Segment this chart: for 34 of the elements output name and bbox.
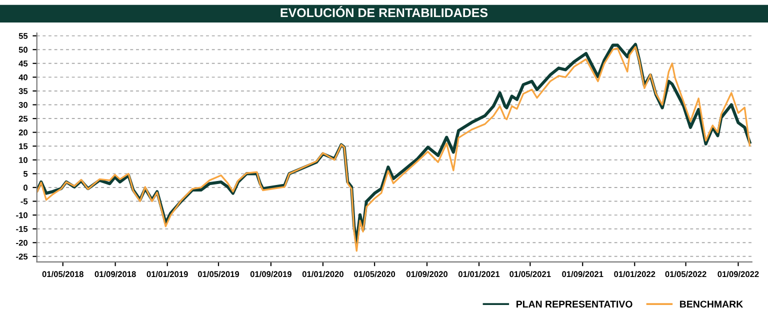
x-tick-label: 01/09/2018 (94, 270, 136, 278)
y-tick-label: -20 (16, 240, 28, 246)
x-tick-label: 01/05/2021 (510, 270, 551, 278)
y-tick-label: 15 (19, 143, 28, 150)
y-tick-label: 45 (18, 60, 28, 66)
y-tick-label: 0 (24, 184, 28, 191)
chart-title: EVOLUCIÓN DE RENTABILIDADES (280, 6, 488, 18)
y-tick-label: -25 (16, 254, 28, 260)
y-tick-label: -15 (16, 226, 28, 232)
y-tick-label: 10 (19, 157, 28, 164)
y-tick-label: 35 (18, 88, 28, 94)
x-tick-label: 01/09/2021 (562, 270, 604, 278)
legend-label: PLAN REPRESENTATIVO (516, 300, 632, 308)
y-tick-label: 50 (18, 46, 28, 53)
y-tick-label: 40 (18, 74, 28, 80)
x-tick-label: 01/09/2019 (250, 270, 292, 278)
y-tick-label: 25 (18, 116, 28, 122)
y-tick-label: -5 (20, 198, 28, 204)
x-tick-label: 01/05/2018 (42, 270, 84, 278)
y-tick-label: 55 (18, 33, 28, 39)
y-tick-label: 20 (18, 130, 28, 136)
x-tick-label: 01/09/2020 (406, 270, 448, 278)
x-tick-label: 01/05/2020 (354, 270, 396, 278)
x-tick-label: 01/01/2019 (146, 270, 188, 278)
x-tick-label: 01/01/2021 (458, 270, 500, 278)
x-tick-label: 01/05/2019 (198, 270, 240, 278)
y-tick-label: 30 (18, 102, 28, 108)
y-tick-label: -10 (16, 212, 28, 218)
y-tick-label: 5 (23, 170, 28, 177)
legend-label: BENCHMARK (680, 300, 744, 308)
x-tick-label: 01/09/2022 (718, 270, 759, 278)
x-tick-label: 01/05/2022 (665, 270, 706, 278)
x-tick-label: 01/01/2020 (302, 270, 344, 278)
x-tick-label: 01/01/2022 (614, 270, 656, 278)
